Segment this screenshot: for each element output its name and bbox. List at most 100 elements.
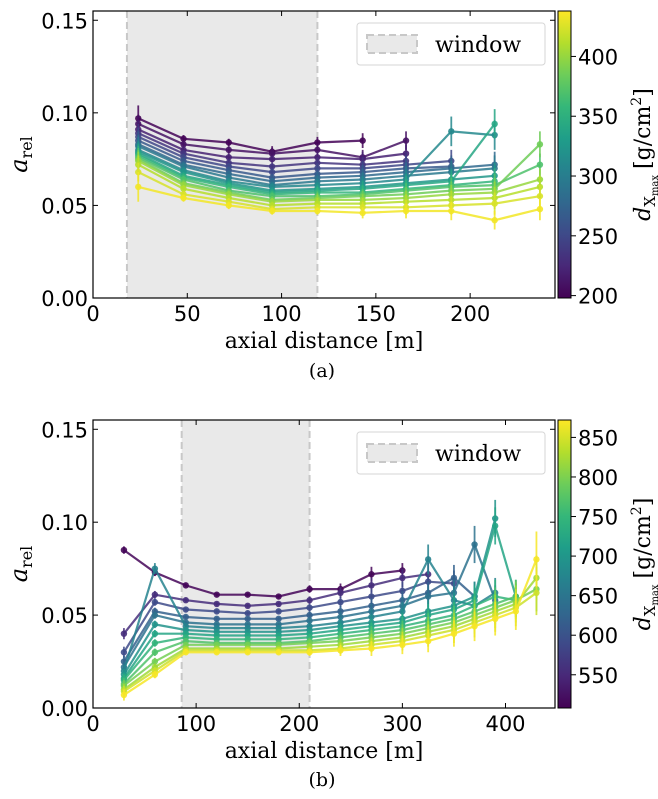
data-point — [151, 671, 159, 678]
legend-label: window — [435, 33, 521, 58]
y-tick-label: 0.00 — [41, 287, 88, 311]
colorbar-label-sub: X — [641, 605, 658, 616]
data-point — [180, 141, 187, 148]
y-axis-label: arel — [5, 136, 36, 173]
data-point — [471, 623, 478, 630]
axes-frame — [92, 10, 556, 299]
data-point — [151, 611, 159, 619]
x-tick-label: 150 — [356, 302, 396, 326]
data-point — [120, 691, 128, 699]
data-point — [180, 185, 187, 192]
data-point — [268, 150, 276, 157]
data-point — [135, 183, 142, 191]
colorbar-tick-label: 200 — [578, 285, 618, 309]
colorbar — [557, 419, 572, 709]
y-tick-label: 0.15 — [41, 9, 88, 33]
data-point — [151, 649, 159, 656]
data-point — [180, 194, 187, 202]
data-point — [399, 641, 406, 649]
data-point — [182, 582, 190, 589]
y-label-main: a — [5, 158, 33, 172]
x-tick-label: 300 — [382, 712, 422, 736]
colorbar-tick-label: 650 — [578, 585, 618, 609]
data-point — [448, 207, 455, 215]
data-point — [151, 565, 159, 572]
y-tick-label: 0.05 — [41, 194, 88, 218]
x-axis-label: axial distance [m] — [225, 739, 424, 764]
x-tick-label: 100 — [262, 302, 302, 326]
data-point — [368, 571, 375, 578]
y-axis-label: arel — [5, 546, 36, 583]
data-point — [213, 615, 220, 623]
y-tick-label: 0.05 — [41, 604, 88, 628]
data-point — [213, 591, 220, 598]
x-tick-label: 0 — [86, 302, 99, 326]
data-point — [182, 606, 190, 613]
axes-frame — [92, 419, 556, 709]
data-point — [244, 591, 251, 598]
data-point — [368, 645, 375, 652]
colorbar — [557, 10, 572, 299]
data-point — [306, 649, 313, 656]
colorbar-tick-label: 750 — [578, 506, 618, 530]
legend-swatch — [366, 443, 418, 463]
x-axis-label: axial distance [m] — [225, 329, 424, 354]
data-point — [368, 582, 375, 589]
data-point — [275, 615, 282, 623]
series-group — [135, 105, 544, 230]
colorbar-label: dXmax [g/cm2] — [629, 88, 658, 221]
colorbar-label-close: ] — [631, 498, 656, 507]
data-point — [536, 192, 544, 200]
series-group — [120, 499, 540, 701]
data-point — [225, 146, 232, 154]
x-tick-label: 400 — [485, 712, 525, 736]
colorbar-tick-label: 800 — [578, 466, 618, 490]
data-point — [268, 163, 276, 170]
data-point — [244, 610, 251, 617]
series-line — [122, 518, 497, 676]
x-tick-label: 200 — [450, 302, 490, 326]
colorbar-tick-label: 700 — [578, 545, 618, 569]
y-tick-label: 0.00 — [41, 697, 88, 721]
y-tick-label: 0.10 — [41, 511, 88, 535]
data-point — [536, 205, 544, 213]
data-point — [268, 207, 276, 215]
colorbar-tick-label: 300 — [578, 165, 618, 189]
series-line — [122, 557, 496, 672]
chart-panel-a: 0 50 100 150 200 0.00 0.05 0.10 0.15 axial distan… — [5, 9, 658, 382]
data-point — [213, 600, 220, 608]
data-point — [450, 630, 458, 637]
data-point — [533, 556, 540, 563]
data-point — [244, 602, 251, 610]
data-point — [225, 139, 232, 146]
data-point — [402, 207, 410, 215]
series-line — [137, 143, 541, 202]
chart-panel-b: 0 100 200 300 400 0.00 0.05 0.10 0.15 axial dista… — [5, 418, 658, 791]
window-region — [181, 420, 310, 708]
data-point — [424, 637, 432, 645]
data-point — [213, 649, 220, 656]
data-point — [512, 608, 520, 615]
x-tick-label: 100 — [176, 712, 216, 736]
data-point — [151, 658, 159, 665]
data-point — [275, 649, 282, 656]
series-line — [138, 185, 541, 222]
data-point — [314, 146, 321, 154]
data-point — [424, 556, 432, 563]
colorbar-label-close: ] — [631, 88, 656, 97]
series-line — [137, 117, 363, 153]
data-point — [306, 597, 313, 604]
data-point — [491, 200, 498, 207]
y-tick-label: 0.15 — [41, 418, 88, 442]
legend-box — [356, 22, 546, 66]
data-point — [151, 591, 159, 598]
series-line — [123, 577, 538, 691]
series-line — [122, 580, 454, 653]
series-line — [123, 549, 403, 598]
data-point — [450, 574, 458, 582]
colorbar-label-sup: 2 — [629, 506, 645, 515]
colorbar-tick-label: 550 — [578, 664, 618, 688]
colorbar-tick-label: 600 — [578, 624, 618, 648]
y-label-sub: rel — [17, 546, 36, 568]
series-line — [123, 588, 537, 687]
